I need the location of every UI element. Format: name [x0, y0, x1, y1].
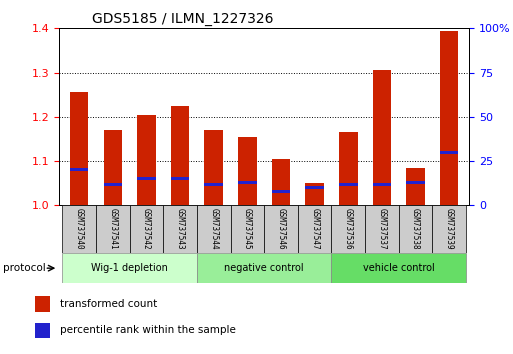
Text: GSM737537: GSM737537 — [378, 209, 386, 250]
Bar — [197, 205, 230, 253]
Bar — [406, 181, 425, 184]
Bar — [399, 205, 432, 253]
Bar — [171, 177, 189, 180]
Text: negative control: negative control — [224, 263, 304, 273]
Text: GSM737539: GSM737539 — [445, 209, 453, 250]
Text: GSM737543: GSM737543 — [175, 209, 185, 250]
Bar — [272, 159, 290, 205]
Text: GSM737542: GSM737542 — [142, 209, 151, 250]
Bar — [171, 106, 189, 205]
Bar — [432, 205, 466, 253]
Bar — [331, 253, 466, 283]
Bar — [63, 205, 96, 253]
Bar — [406, 168, 425, 205]
Bar — [372, 183, 391, 185]
Text: vehicle control: vehicle control — [363, 263, 435, 273]
Text: GSM737546: GSM737546 — [277, 209, 286, 250]
Text: percentile rank within the sample: percentile rank within the sample — [61, 325, 236, 336]
Bar — [104, 183, 122, 185]
Bar — [440, 151, 459, 154]
Bar — [264, 205, 298, 253]
Bar — [238, 181, 256, 184]
Bar — [96, 205, 130, 253]
Bar — [305, 183, 324, 205]
Bar — [365, 205, 399, 253]
Text: GDS5185 / ILMN_1227326: GDS5185 / ILMN_1227326 — [92, 12, 273, 26]
Bar — [372, 70, 391, 205]
Bar — [205, 130, 223, 205]
Text: Wig-1 depletion: Wig-1 depletion — [91, 263, 168, 273]
Text: GSM737538: GSM737538 — [411, 209, 420, 250]
Bar — [440, 30, 459, 205]
Bar — [137, 115, 156, 205]
Bar — [104, 130, 122, 205]
Bar — [130, 205, 163, 253]
Bar — [298, 205, 331, 253]
Bar — [63, 253, 197, 283]
Text: GSM737540: GSM737540 — [75, 209, 84, 250]
Bar — [339, 132, 358, 205]
Bar — [238, 137, 256, 205]
Bar — [305, 186, 324, 189]
Bar — [331, 205, 365, 253]
Text: GSM737547: GSM737547 — [310, 209, 319, 250]
Bar — [230, 205, 264, 253]
Text: GSM737545: GSM737545 — [243, 209, 252, 250]
Bar — [70, 92, 88, 205]
Bar — [35, 322, 50, 338]
Bar — [197, 253, 331, 283]
Bar — [163, 205, 197, 253]
Text: GSM737536: GSM737536 — [344, 209, 353, 250]
Bar — [205, 183, 223, 185]
Text: GSM737544: GSM737544 — [209, 209, 218, 250]
Bar — [339, 183, 358, 185]
Bar — [272, 190, 290, 193]
Bar — [137, 177, 156, 180]
Text: transformed count: transformed count — [61, 299, 157, 309]
Bar — [35, 296, 50, 312]
Text: protocol: protocol — [3, 263, 45, 273]
Bar — [70, 169, 88, 171]
Text: GSM737541: GSM737541 — [108, 209, 117, 250]
